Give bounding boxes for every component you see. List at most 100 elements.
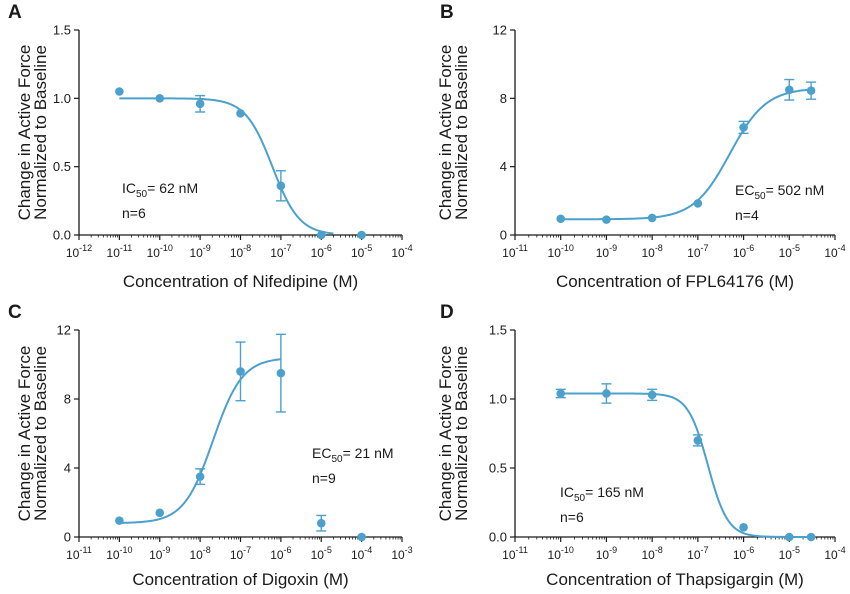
panel-b-x-tick-label: 10-6	[733, 243, 754, 260]
panel-c-x-tick-label: 10-11	[66, 545, 92, 562]
panel-b-data-point	[806, 86, 816, 95]
panel-c-x-tick-label: 10-4	[351, 545, 372, 562]
panel-b-y-label-line: Change in Active Force	[436, 45, 455, 221]
panel-b-n-label: n=4	[735, 207, 759, 223]
panel-b-x-label: Concentration of FPL64176 (M)	[556, 272, 794, 291]
panel-a-fit-curve	[119, 97, 334, 235]
panel-a-letter: A	[8, 2, 22, 23]
panel-a-data-point	[195, 99, 205, 109]
panel-b-x-tick-label: 10-4	[824, 243, 845, 260]
panel-b-x-tick-label: 10-9	[596, 243, 617, 260]
panel-d-data-point	[602, 389, 611, 398]
panel-b-x-tick-label: 10-11	[502, 243, 528, 260]
panel-c-y-tick-label: 0	[64, 530, 71, 545]
panel-d-x-tick-label: 10-5	[779, 545, 800, 562]
panel-d-y-tick-label: 1.0	[489, 392, 507, 407]
panel-d-n-label: n=6	[560, 509, 584, 525]
panel-a-x-tick-label: 10-11	[107, 243, 133, 260]
panel-b-data-point	[556, 214, 566, 224]
panel-c-data-point	[357, 532, 366, 542]
panel-d-potency-label: IC50= 165 nM	[560, 484, 644, 504]
panel-c-x-tick-label: 10-8	[189, 545, 210, 562]
panel-c-y-tick-label: 12	[57, 323, 71, 338]
panel-b-x-tick-label: 10-5	[779, 243, 800, 260]
panel-a-y-tick-label: 0.5	[53, 159, 71, 174]
panel-a-potency-label: IC50= 62 nM	[122, 180, 198, 200]
panel-b-data-point	[784, 85, 794, 95]
panel-a-y-tick-label: 1.0	[53, 91, 71, 106]
panel-c-y-tick-label: 8	[64, 392, 71, 407]
panel-a-y-label-line: Normalized to Baseline	[31, 45, 50, 220]
panel-d-x-tick-label: 10-6	[733, 545, 754, 562]
panel-d-data-point	[647, 390, 657, 400]
panel-d-y-tick-label: 0.0	[489, 530, 507, 545]
panel-b-y-label-line: Normalized to Baseline	[452, 45, 471, 220]
panel-a-y-tick-label: 0.0	[53, 228, 71, 243]
panel-a-x-tick-label: 10-10	[147, 243, 173, 260]
panel-c-x-tick-label: 10-6	[270, 545, 291, 562]
panel-b-y-tick-label: 12	[493, 23, 507, 38]
panel-b-fit-curve	[560, 88, 812, 221]
panel-d-x-tick-label: 10-7	[687, 545, 708, 562]
panel-b-potency-label: EC50= 502 nM	[735, 182, 824, 202]
panel-c-y-tick-label: 4	[64, 461, 71, 476]
panel-b-x-tick-label: 10-7	[687, 243, 708, 260]
panel-c-letter: C	[8, 302, 22, 323]
panel-d-x-tick-label: 10-10	[548, 545, 574, 562]
panel-a-x-tick-label: 10-5	[351, 243, 372, 260]
panel-c-data-point	[276, 368, 286, 378]
panel-c: C 0 4 8 12 10-11 10-10 10-9 10-8 10-7 10-6 10-5 10-4…	[8, 302, 413, 589]
panel-b-letter: B	[440, 2, 454, 23]
panel-a-n-label: n=6	[122, 205, 146, 221]
panel-b-data-point	[647, 213, 657, 223]
panel-d-x-tick-label: 10-4	[824, 545, 845, 562]
panel-a-x-tick-label: 10-6	[311, 243, 332, 260]
panel-b-y-tick-label: 8	[500, 91, 507, 106]
panel-c-data-point	[195, 472, 205, 481]
panel-a-x-tick-label: 10-7	[270, 243, 291, 260]
panel-d-x-tick-label: 10-9	[596, 545, 617, 562]
panel-d-y-tick-label: 1.5	[489, 323, 507, 338]
panel-a-y-label-line: Change in Active Force	[15, 45, 34, 221]
panel-d-x-tick-label: 10-11	[502, 545, 528, 562]
panel-c-y-label-line: Normalized to Baseline	[31, 346, 50, 521]
panel-a-data-point	[276, 181, 286, 191]
panel-b: B 0 4 8 12 10-11 10-10 10-9 10-8 10-7 10-6 10-5 10-4…	[436, 2, 846, 291]
panel-b-y-tick-label: 4	[500, 159, 507, 174]
panel-d-x-tick-label: 10-8	[641, 545, 662, 562]
panel-a-data-point	[357, 230, 366, 240]
panel-d-y-label-line: Normalized to Baseline	[452, 346, 471, 521]
panel-a: A 0.0 0.5 1.0 1.5 10-12 10-11 10-10 10-9 10-8 10-7…	[8, 2, 413, 291]
panel-d-data-point	[739, 523, 748, 532]
panel-a-x-tick-label: 10-8	[230, 243, 251, 260]
panel-c-n-label: n=9	[312, 470, 336, 486]
panel-a-x-tick-label: 10-12	[66, 243, 92, 260]
panel-d-data-point	[806, 532, 816, 542]
panel-c-fit-curve	[119, 358, 281, 524]
panel-b-data-point	[693, 199, 703, 208]
panel-a-y-tick-label: 1.5	[53, 23, 71, 38]
panel-d-x-label: Concentration of Thapsigargin (M)	[546, 570, 804, 589]
panel-c-data-point	[115, 516, 124, 525]
panel-a-x-tick-label: 10-9	[189, 243, 210, 260]
panel-b-x-tick-label: 10-10	[548, 243, 574, 260]
panel-c-y-label-line: Change in Active Force	[15, 346, 34, 522]
panel-c-x-tick-label: 10-3	[391, 545, 412, 562]
panel-c-data-point	[316, 518, 326, 528]
panel-c-x-tick-label: 10-9	[149, 545, 170, 562]
panel-a-x-label: Concentration of Nifedipine (M)	[123, 272, 358, 291]
panel-a-data-point	[155, 94, 165, 103]
panel-c-x-label: Concentration of Digoxin (M)	[132, 570, 348, 589]
panel-b-y-tick-label: 0	[500, 228, 507, 243]
panel-a-data-point	[236, 109, 245, 118]
panel-c-potency-label: EC50= 21 nM	[312, 445, 394, 465]
panel-c-data-point	[236, 367, 245, 376]
panel-a-x-tick-label: 10-4	[391, 243, 412, 260]
panel-d-y-tick-label: 0.5	[489, 461, 507, 476]
panel-d-data-point	[556, 389, 566, 398]
panel-d-data-point	[784, 532, 794, 542]
panel-d: D 0.0 0.5 1.0 1.5 10-11 10-10 10-9 10-8 10-7 10-6 1…	[436, 302, 846, 589]
panel-d-data-point	[693, 436, 703, 445]
panel-d-y-label-line: Change in Active Force	[436, 346, 455, 522]
